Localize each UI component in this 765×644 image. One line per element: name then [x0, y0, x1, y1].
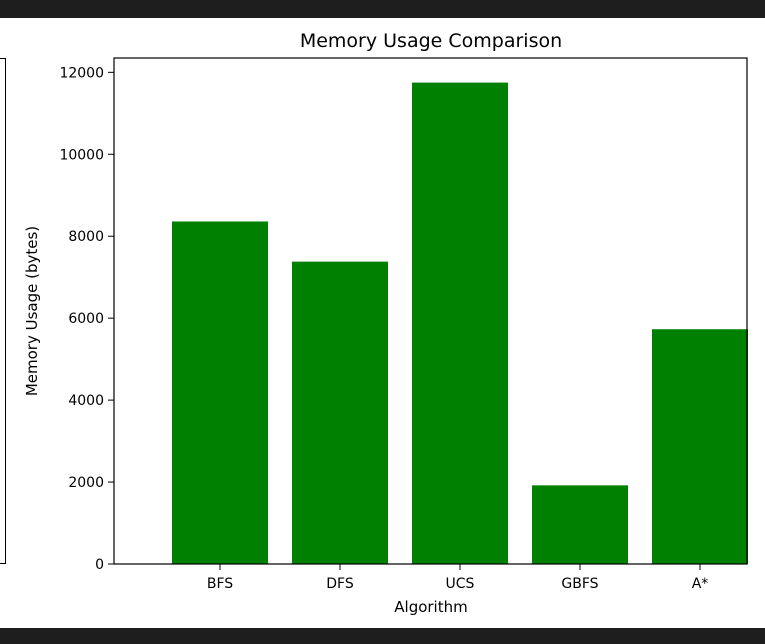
- y-tick-label: 0: [95, 557, 104, 573]
- bar-gbfs: [532, 485, 628, 564]
- y-tick-label: 8000: [68, 229, 104, 245]
- x-tick-label: UCS: [446, 576, 475, 592]
- y-tick-label: 12000: [59, 65, 104, 81]
- y-axis: 0 2000 4000 6000 8000 10000 12000: [59, 65, 114, 573]
- y-tick-label: 2000: [68, 475, 104, 491]
- adjacent-plot-edge: [0, 58, 6, 564]
- chart-title: Memory Usage Comparison: [300, 30, 562, 52]
- figure-canvas: Memory Usage Comparison 0 2000 4000 6000 800…: [0, 18, 765, 628]
- memory-usage-bar-chart: Memory Usage Comparison 0 2000 4000 6000 800…: [23, 30, 748, 616]
- bar-bfs: [172, 221, 268, 564]
- bar-astar: [652, 329, 748, 564]
- y-axis-label: Memory Usage (bytes): [23, 226, 41, 396]
- x-axis: BFS DFS UCS GBFS A*: [207, 564, 708, 592]
- x-tick-label: DFS: [326, 576, 354, 592]
- x-tick-label: GBFS: [561, 576, 598, 592]
- bars-group: [172, 82, 748, 564]
- y-tick-label: 6000: [68, 311, 104, 327]
- y-tick-label: 4000: [68, 393, 104, 409]
- y-tick-label: 10000: [59, 147, 104, 163]
- x-axis-label: Algorithm: [394, 598, 467, 616]
- x-tick-label: BFS: [207, 576, 233, 592]
- plot-frame: [113, 57, 748, 565]
- x-tick-label: A*: [692, 576, 709, 592]
- bar-ucs: [412, 82, 508, 564]
- bar-dfs: [292, 261, 388, 564]
